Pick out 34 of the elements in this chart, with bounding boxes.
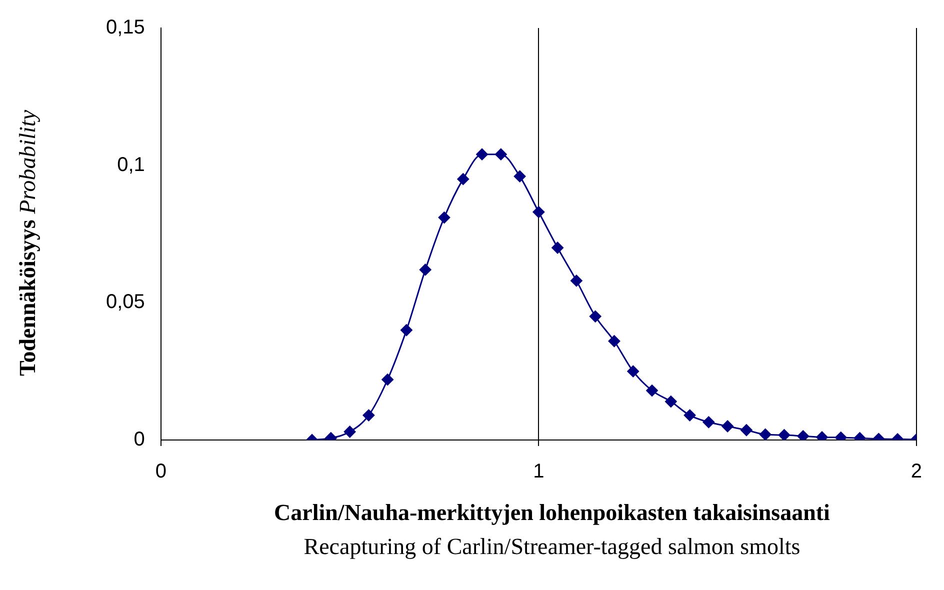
x-axis-title: Carlin/Nauha-merkittyjen lohenpoikasten takaisinsaanti Recapturing of Carlin/Streamer-tagged salmon smolts bbox=[273, 499, 831, 561]
point bbox=[476, 148, 488, 160]
point bbox=[362, 409, 375, 422]
point bbox=[684, 409, 696, 422]
point bbox=[570, 274, 582, 287]
x-tick-label: 0 bbox=[155, 460, 166, 483]
point bbox=[438, 212, 450, 224]
y-tick-label: 0,05 bbox=[106, 291, 145, 314]
y-axis-title: Todennäköisyys Probability bbox=[15, 110, 40, 376]
point bbox=[344, 426, 356, 438]
x-tick-label: 2 bbox=[910, 460, 922, 483]
point bbox=[494, 148, 507, 160]
point bbox=[702, 416, 715, 428]
point bbox=[382, 374, 394, 386]
point bbox=[627, 365, 640, 378]
point bbox=[457, 173, 470, 186]
point bbox=[778, 429, 790, 440]
y-tick-label: 0 bbox=[134, 428, 145, 451]
point bbox=[646, 384, 658, 397]
point bbox=[552, 242, 564, 254]
x-tick-label: 1 bbox=[533, 460, 544, 483]
point bbox=[664, 396, 677, 408]
point bbox=[740, 424, 752, 436]
point bbox=[589, 310, 602, 322]
point bbox=[419, 264, 432, 276]
y-tick-label: 0,15 bbox=[106, 16, 145, 39]
point bbox=[797, 430, 810, 440]
point bbox=[532, 206, 545, 218]
point bbox=[608, 335, 620, 348]
y-tick-label: 0,1 bbox=[117, 154, 145, 176]
point bbox=[722, 420, 734, 432]
point bbox=[759, 428, 772, 440]
point bbox=[514, 170, 526, 182]
point bbox=[400, 324, 412, 336]
